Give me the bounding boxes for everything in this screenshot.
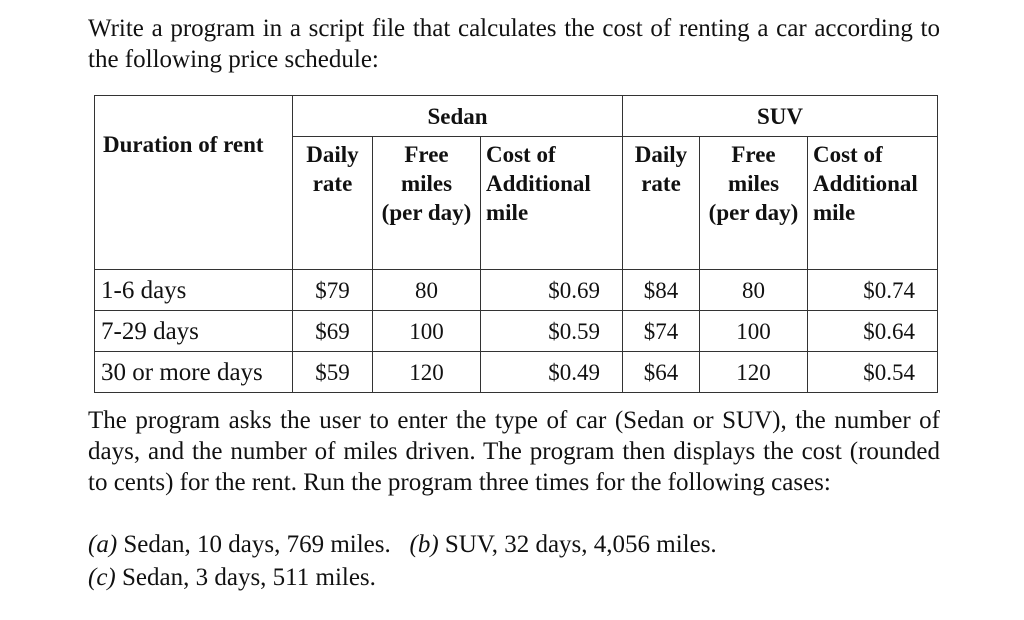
sedan-additional-cost-header: Cost of Additional mile: [480, 136, 623, 270]
duration-cell: 1-6 days: [94, 269, 293, 311]
sedan-free-cell: 80: [372, 269, 481, 311]
table-row: 1-6 days $79 80 $0.69 $84 80 $0.74: [94, 269, 938, 311]
sedan-additional-cell: $0.59: [480, 310, 623, 352]
sedan-additional-cell: $0.49: [480, 351, 623, 393]
sedan-daily-rate-header: Daily rate: [292, 136, 373, 270]
table-row: 7-29 days $69 100 $0.59 $74 100 $0.64: [94, 310, 938, 352]
sedan-free-cell: 100: [372, 310, 481, 352]
sedan-rate-cell: $69: [292, 310, 373, 352]
cases-line: (a) Sedan, 10 days, 769 miles. (b) SUV, …: [88, 529, 717, 560]
suv-additional-cell: $0.64: [807, 310, 938, 352]
suv-daily-rate-header: Daily rate: [622, 136, 700, 270]
sedan-additional-cell: $0.69: [480, 269, 623, 311]
suv-free-cell: 120: [699, 351, 808, 393]
suv-free-cell: 80: [699, 269, 808, 311]
price-schedule-table: Duration of rent Sedan SUV Daily rate Fre…: [94, 95, 938, 393]
suv-rate-cell: $64: [622, 351, 700, 393]
case-text: Sedan, 10 days, 769 miles.: [123, 531, 391, 558]
suv-rate-cell: $84: [622, 269, 700, 311]
sedan-rate-cell: $79: [292, 269, 373, 311]
suv-free-cell: 100: [699, 310, 808, 352]
table-sub-header-row: Daily rate Free miles (per day) Cost of Addi…: [95, 136, 938, 270]
table-row: 30 or more days $59 120 $0.49 $64 120 $0…: [94, 351, 938, 393]
suv-rate-cell: $74: [622, 310, 700, 352]
sedan-rate-cell: $59: [292, 351, 373, 393]
case-letter: (b): [409, 531, 439, 558]
case-text: SUV, 32 days, 4,056 miles.: [444, 531, 717, 558]
table-group-header-row: Duration of rent Sedan SUV: [94, 95, 938, 270]
sedan-free-cell: 120: [372, 351, 481, 393]
duration-cell: 30 or more days: [94, 351, 293, 393]
duration-header: Duration of rent: [94, 95, 293, 270]
intro-paragraph: Write a program in a script file that ca…: [88, 15, 940, 73]
duration-cell: 7-29 days: [94, 310, 293, 352]
case-letter: (a): [88, 531, 118, 558]
instructions-paragraph: The program asks the user to enter the t…: [88, 407, 940, 496]
sedan-group-header: Sedan: [292, 95, 623, 137]
case-text: Sedan, 3 days, 511 miles.: [122, 564, 376, 591]
suv-group-header: SUV: [622, 95, 938, 137]
suv-free-miles-header: Free miles (per day): [699, 136, 808, 270]
cases-line: (c) Sedan, 3 days, 511 miles.: [88, 562, 376, 593]
sedan-free-miles-header: Free miles (per day): [372, 136, 481, 270]
suv-additional-cost-header: Cost of Additional mile: [807, 136, 938, 270]
case-letter: (c): [88, 564, 116, 591]
suv-additional-cell: $0.54: [807, 351, 938, 393]
suv-additional-cell: $0.74: [807, 269, 938, 311]
